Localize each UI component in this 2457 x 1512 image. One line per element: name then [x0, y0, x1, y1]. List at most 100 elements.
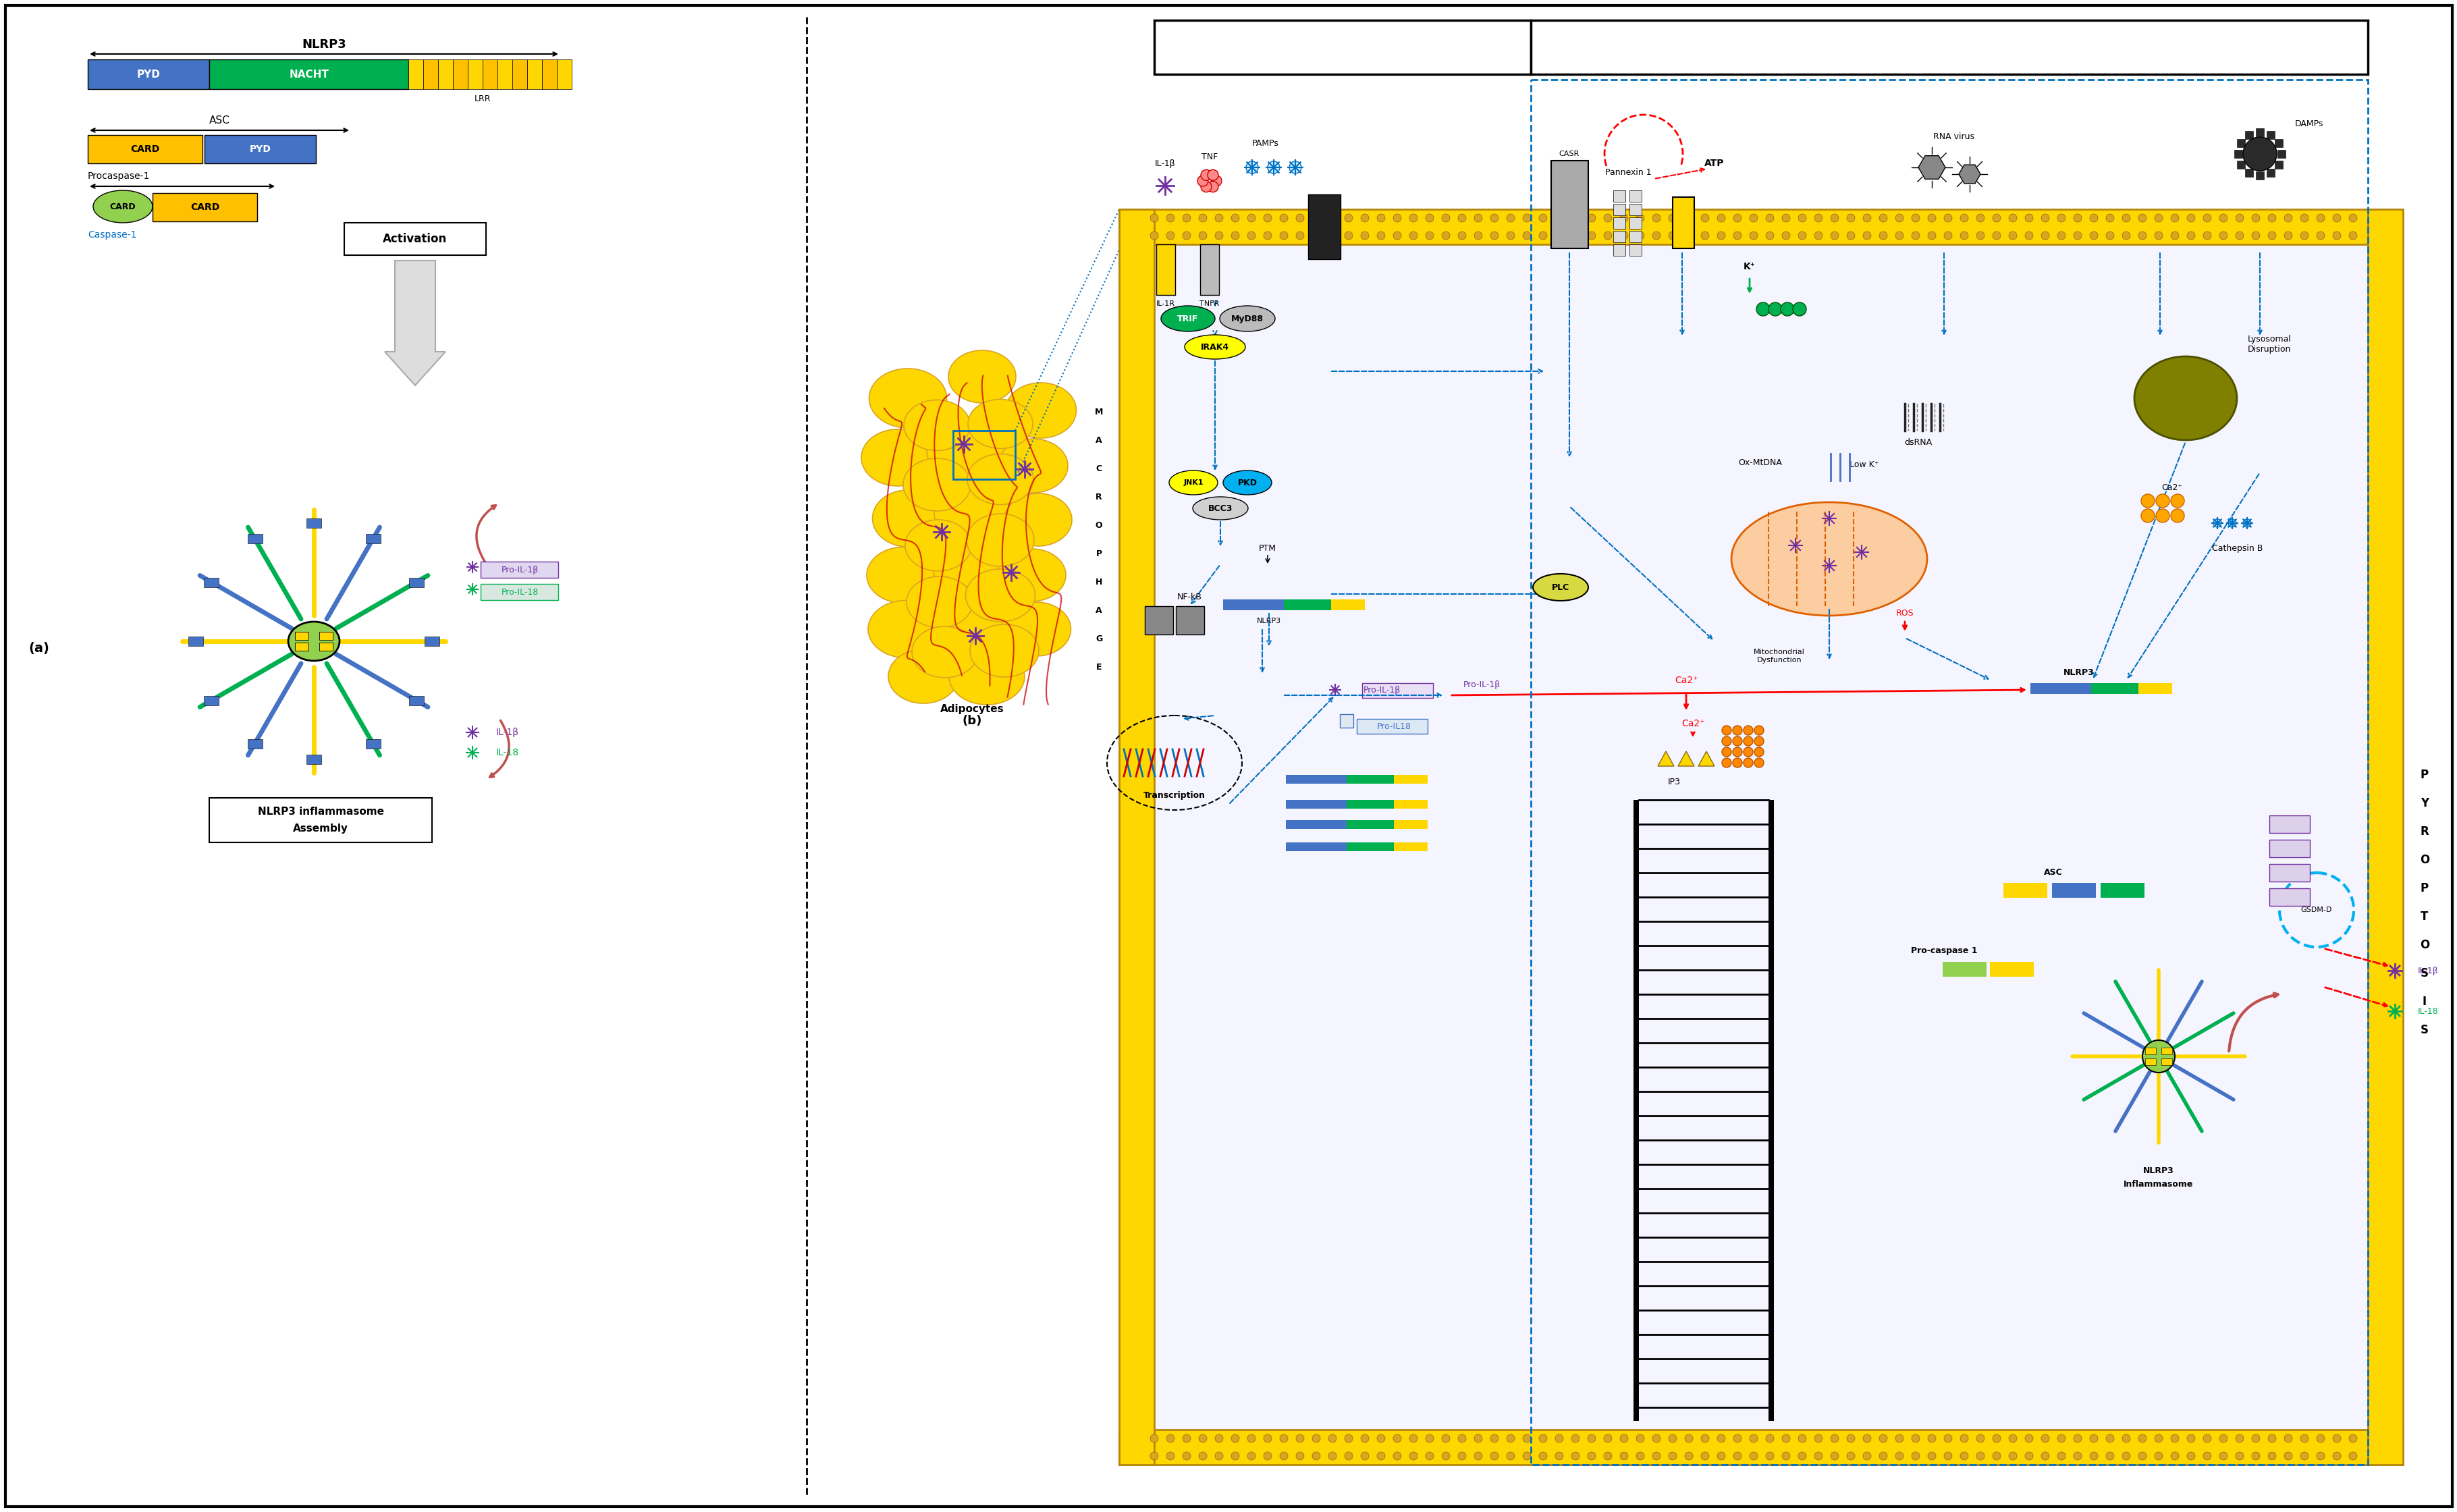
Circle shape	[1732, 758, 1742, 768]
Circle shape	[1830, 1435, 1838, 1442]
Circle shape	[1248, 215, 1256, 222]
Bar	[437, 59, 452, 89]
Circle shape	[1570, 1452, 1580, 1461]
Circle shape	[1732, 726, 1742, 735]
Circle shape	[2349, 1435, 2356, 1442]
Circle shape	[2120, 215, 2130, 222]
Circle shape	[1636, 231, 1644, 239]
Text: Ca2⁺: Ca2⁺	[1673, 676, 1698, 685]
Circle shape	[1686, 215, 1693, 222]
Bar	[1629, 204, 1641, 215]
Circle shape	[2332, 231, 2339, 239]
Ellipse shape	[998, 438, 1066, 493]
Text: Mitochondrial
Dysfunction: Mitochondrial Dysfunction	[1754, 649, 1803, 664]
Bar	[2268, 863, 2310, 881]
Circle shape	[2007, 231, 2017, 239]
Bar	[1285, 800, 1346, 809]
Circle shape	[2236, 215, 2243, 222]
Text: PAMPs: PAMPs	[1253, 139, 1278, 148]
Circle shape	[1280, 215, 1287, 222]
Text: dsRNA: dsRNA	[1904, 438, 1931, 446]
Ellipse shape	[867, 547, 939, 603]
Bar	[204, 578, 219, 587]
Circle shape	[1813, 1452, 1823, 1461]
Circle shape	[1845, 1452, 1855, 1461]
Polygon shape	[1658, 751, 1673, 767]
Text: H: H	[1096, 578, 1103, 587]
Text: Ca2⁺: Ca2⁺	[2162, 482, 2182, 491]
Circle shape	[2138, 1435, 2145, 1442]
Text: TNFR: TNFR	[1199, 301, 1219, 307]
Circle shape	[1943, 231, 1951, 239]
Circle shape	[1717, 1452, 1725, 1461]
Bar	[1941, 962, 1985, 977]
Circle shape	[1506, 231, 1514, 239]
Circle shape	[1199, 215, 1206, 222]
Circle shape	[2042, 1435, 2049, 1442]
Ellipse shape	[904, 401, 971, 451]
Circle shape	[1894, 231, 1904, 239]
Circle shape	[2251, 215, 2260, 222]
Circle shape	[1830, 231, 1838, 239]
Circle shape	[2042, 231, 2049, 239]
Circle shape	[2042, 1452, 2049, 1461]
Circle shape	[1943, 1435, 1951, 1442]
Ellipse shape	[1184, 334, 1246, 360]
Ellipse shape	[1224, 470, 1270, 494]
Bar	[1285, 842, 1346, 851]
Bar	[1118, 209, 1155, 1465]
Circle shape	[2106, 1452, 2113, 1461]
Circle shape	[2228, 519, 2236, 528]
Text: Pannexin 1: Pannexin 1	[1604, 168, 1651, 177]
Bar	[1629, 231, 1641, 242]
Circle shape	[2219, 231, 2226, 239]
Ellipse shape	[934, 485, 1010, 541]
Circle shape	[1975, 1452, 1983, 1461]
Text: S: S	[2420, 968, 2428, 980]
Circle shape	[2088, 1452, 2098, 1461]
Circle shape	[1312, 231, 1319, 239]
Text: M: M	[1093, 407, 1103, 416]
Circle shape	[1263, 1435, 1270, 1442]
Circle shape	[2138, 1452, 2145, 1461]
Circle shape	[1732, 1452, 1742, 1461]
Text: PLC: PLC	[1550, 582, 1570, 591]
Bar	[1224, 599, 1283, 611]
Circle shape	[1206, 169, 1219, 180]
Ellipse shape	[904, 520, 971, 572]
Bar	[1612, 245, 1624, 256]
Bar	[482, 584, 558, 600]
Bar	[2265, 168, 2275, 177]
Bar	[2145, 1058, 2155, 1064]
Circle shape	[1268, 162, 1280, 174]
Circle shape	[1248, 231, 1256, 239]
Circle shape	[1555, 1435, 1563, 1442]
Circle shape	[1523, 1435, 1531, 1442]
Circle shape	[1457, 1435, 1467, 1442]
Circle shape	[1781, 1435, 1789, 1442]
Circle shape	[2349, 1452, 2356, 1461]
Ellipse shape	[907, 576, 973, 627]
Text: IP3: IP3	[1668, 777, 1681, 786]
Circle shape	[1587, 215, 1595, 222]
Bar	[2138, 683, 2172, 694]
Bar	[2091, 683, 2138, 694]
Circle shape	[1862, 215, 1870, 222]
Circle shape	[1769, 302, 1781, 316]
Circle shape	[1344, 1435, 1351, 1442]
Bar	[1307, 195, 1339, 259]
Text: Pro-IL-1β: Pro-IL-1β	[501, 565, 538, 575]
Circle shape	[1393, 215, 1400, 222]
FancyArrow shape	[386, 260, 445, 386]
Circle shape	[1295, 1435, 1305, 1442]
Polygon shape	[1678, 751, 1693, 767]
Text: Ox-MtDNA: Ox-MtDNA	[1737, 458, 1781, 467]
Bar	[1332, 599, 1364, 611]
Circle shape	[1764, 1435, 1774, 1442]
Bar	[953, 431, 1015, 479]
Text: LRR: LRR	[474, 94, 491, 103]
Circle shape	[1668, 215, 1676, 222]
Circle shape	[1280, 231, 1287, 239]
Bar	[2160, 1058, 2172, 1064]
Bar	[2145, 1048, 2155, 1054]
